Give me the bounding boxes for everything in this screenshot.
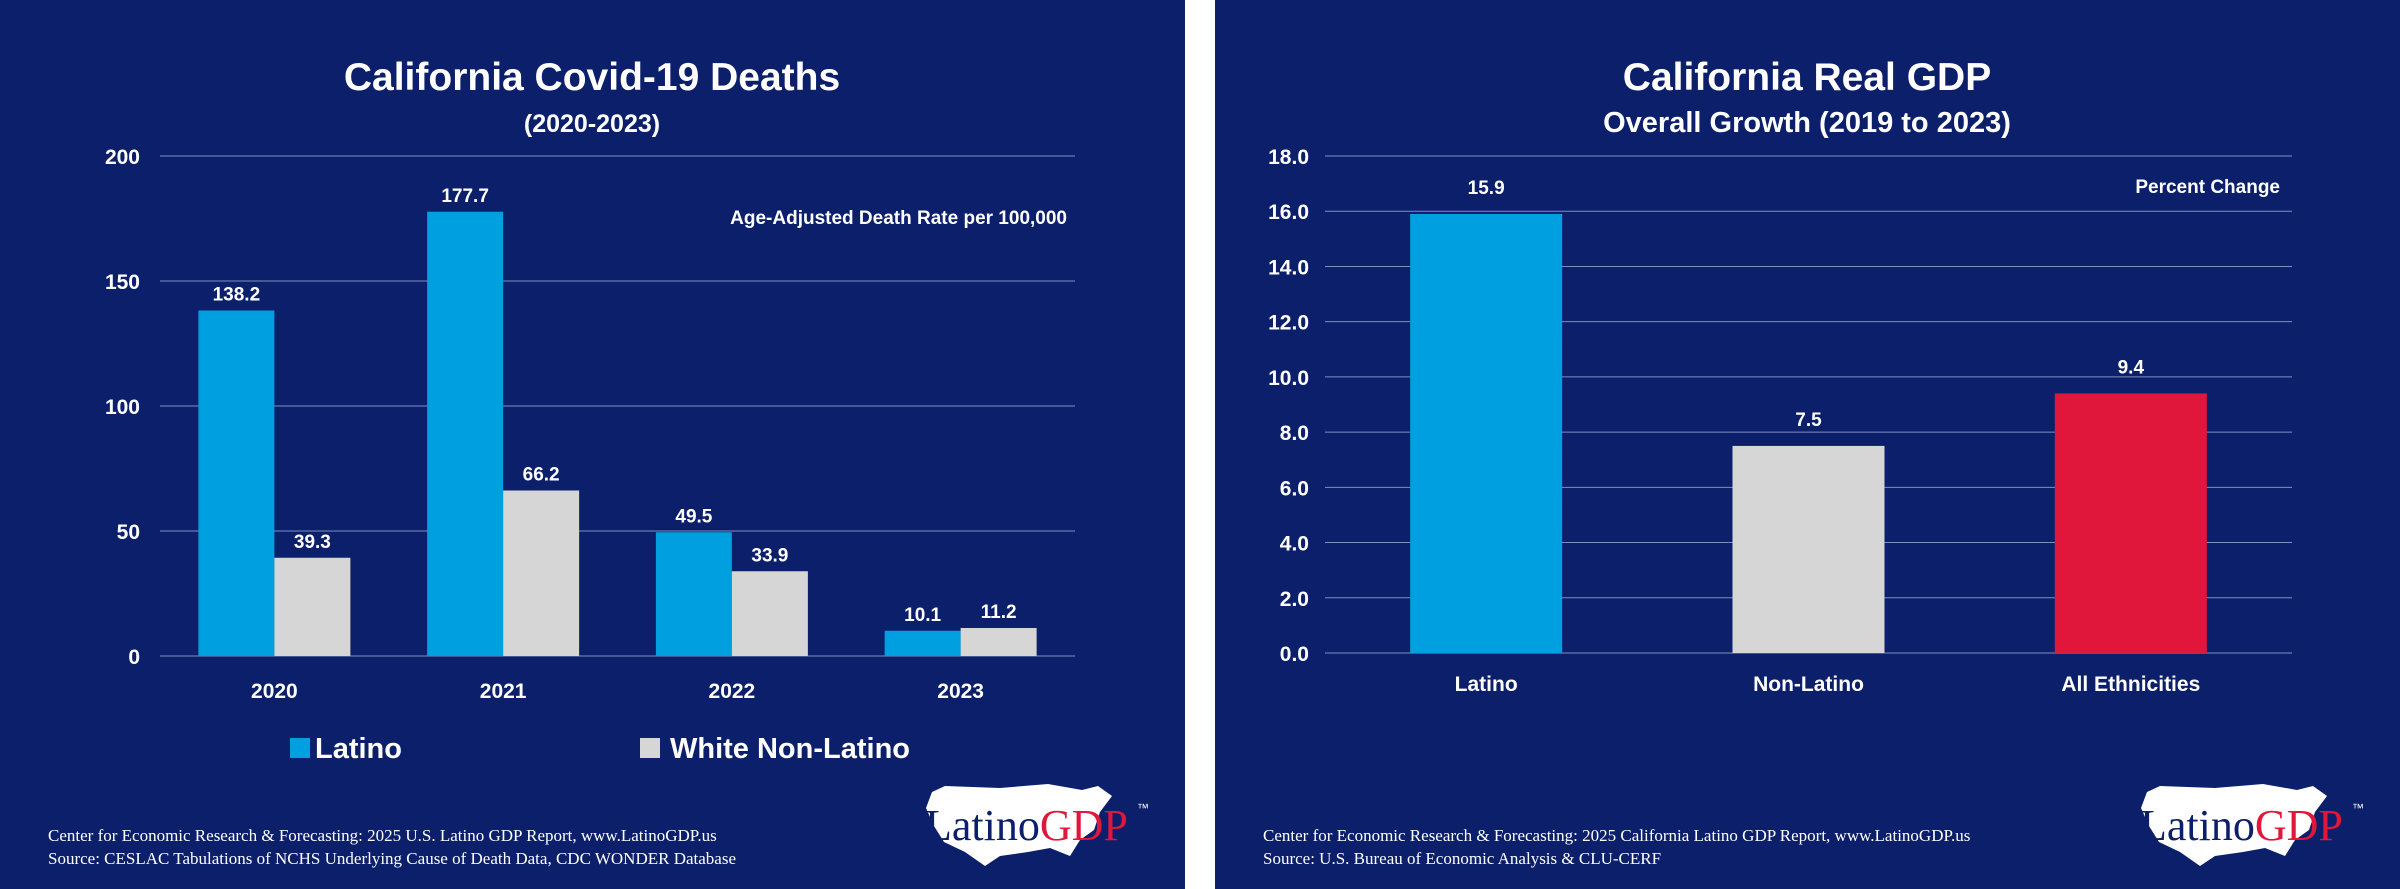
value-label: 10.1	[904, 605, 941, 626]
bar-latino	[1410, 213, 1563, 653]
chart-annotation: Percent Change	[2135, 177, 2280, 198]
x-tick-label: 2022	[709, 680, 756, 703]
logo-trademark: ™	[2352, 801, 2364, 815]
svg-text:LatinoGDP: LatinoGDP	[2140, 801, 2343, 850]
value-label: 66.2	[523, 465, 560, 486]
value-label: 33.9	[751, 545, 788, 566]
y-tick-label: 10.0	[1268, 367, 1309, 390]
bar-white-non-latino	[960, 628, 1037, 656]
y-tick-label: 0	[128, 646, 140, 669]
gdp-panel: California Real GDP Overall Growth (2019…	[1215, 0, 2400, 889]
x-tick-label: All Ethnicities	[2061, 673, 2200, 696]
chart-subtitle: (2020-2023)	[524, 110, 660, 138]
chart-subtitle: Overall Growth (2019 to 2023)	[1603, 107, 2011, 139]
y-tick-label: 12.0	[1268, 312, 1309, 335]
legend-swatch-white-non-latino	[640, 738, 660, 758]
y-tick-label: 14.0	[1268, 256, 1309, 279]
value-label: 15.9	[1468, 178, 1505, 199]
legend: Latino White Non-Latino	[290, 733, 910, 765]
value-label: 177.7	[441, 186, 489, 207]
y-tick-label: 6.0	[1280, 477, 1309, 500]
logo-trademark: ™	[1137, 801, 1149, 815]
bar-white-non-latino	[503, 490, 580, 656]
source-line-1: Center for Economic Research & Forecasti…	[48, 826, 717, 845]
source-line-2: Source: CESLAC Tabulations of NCHS Under…	[48, 849, 736, 868]
logo-text-latino: Latino	[925, 801, 1040, 850]
value-label: 49.5	[675, 506, 712, 527]
value-label: 7.5	[1795, 410, 1822, 431]
bar-white-non-latino	[274, 557, 351, 656]
y-tick-label: 18.0	[1268, 146, 1309, 169]
us-map-icon	[926, 784, 1112, 866]
us-map-icon	[2141, 784, 2327, 866]
y-tick-label: 150	[105, 271, 140, 294]
y-tick-label: 50	[117, 521, 140, 544]
legend-swatch-latino	[290, 738, 310, 758]
x-tick-label: Non-Latino	[1753, 673, 1864, 696]
legend-label-latino: Latino	[315, 733, 402, 765]
value-label: 138.2	[213, 285, 261, 306]
latinogdp-logo: LatinoGDP ™	[925, 784, 1149, 866]
real-gdp-chart: California Real GDP Overall Growth (2019…	[1263, 56, 2364, 868]
covid-deaths-chart: California Covid-19 Deaths (2020-2023) A…	[48, 56, 1149, 868]
y-tick-label: 4.0	[1280, 533, 1309, 556]
y-tick-label: 2.0	[1280, 588, 1309, 611]
bar-latino	[655, 532, 732, 656]
value-label: 11.2	[981, 602, 1017, 623]
source-line-1: Center for Economic Research & Forecasti…	[1263, 826, 1970, 845]
chart-annotation: Age-Adjusted Death Rate per 100,000	[730, 208, 1067, 229]
svg-text:LatinoGDP: LatinoGDP	[925, 801, 1128, 850]
latinogdp-logo: LatinoGDP ™	[2140, 784, 2364, 866]
bar-latino	[198, 310, 275, 656]
legend-label-white-non-latino: White Non-Latino	[670, 733, 910, 765]
y-tick-label: 0.0	[1280, 643, 1309, 666]
x-tick-label: 2020	[251, 680, 298, 703]
value-label: 39.3	[294, 532, 331, 553]
bar-latino	[884, 630, 961, 656]
y-tick-label: 16.0	[1268, 201, 1309, 224]
bar-latino	[427, 211, 504, 656]
logo-text-gdp: GDP	[1040, 801, 1128, 850]
value-label: 9.4	[2118, 357, 2145, 378]
chart-title: California Covid-19 Deaths	[344, 56, 840, 99]
logo-text-gdp: GDP	[2255, 801, 2343, 850]
bar-all-ethnicities	[2054, 393, 2207, 653]
y-tick-label: 200	[105, 146, 140, 169]
covid-deaths-panel: California Covid-19 Deaths (2020-2023) A…	[0, 0, 1185, 889]
logo-text-latino: Latino	[2140, 801, 2255, 850]
source-line-2: Source: U.S. Bureau of Economic Analysis…	[1263, 849, 1661, 868]
y-tick-label: 100	[105, 396, 140, 419]
x-tick-label: 2023	[937, 680, 984, 703]
x-tick-label: 2021	[480, 680, 527, 703]
y-tick-label: 8.0	[1280, 422, 1309, 445]
x-tick-label: Latino	[1455, 673, 1518, 696]
bar-non-latino	[1732, 445, 1885, 653]
chart-title: California Real GDP	[1623, 56, 1991, 99]
bar-white-non-latino	[731, 571, 808, 656]
